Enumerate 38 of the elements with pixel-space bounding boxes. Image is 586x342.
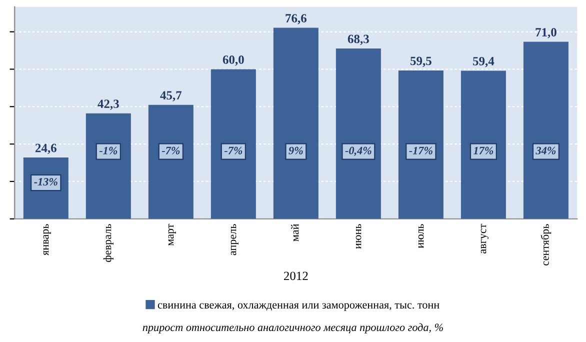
bar — [210, 69, 256, 219]
bar — [336, 48, 381, 219]
annotation: 9% — [288, 146, 303, 154]
legend-label: свинина свежая, охлажденная или замороженная, тыс. тонн — [158, 303, 440, 311]
x-tick-label: январь — [43, 224, 51, 256]
annotation: -7% — [224, 146, 242, 154]
x-tick-label: июнь — [356, 224, 362, 249]
x-tick-label: май — [290, 224, 299, 242]
data-label: 59,4 — [473, 56, 494, 68]
x-axis-title: 2012 — [284, 272, 308, 280]
annotation: 17% — [474, 146, 494, 154]
x-tick-label: апрель — [230, 224, 238, 256]
annotation: 34% — [536, 146, 556, 154]
bar — [460, 70, 506, 219]
data-label: 45,7 — [160, 91, 182, 102]
data-label: 60,0 — [222, 55, 244, 66]
x-tick-label: июль — [418, 224, 424, 248]
data-label: 68,3 — [348, 34, 369, 45]
annotation: -13% — [34, 178, 58, 186]
annotation: -17% — [409, 146, 432, 154]
x-tick-label: сентябрь — [540, 224, 552, 266]
bar — [86, 113, 131, 219]
annotation: -1% — [99, 146, 118, 154]
data-label: 59,5 — [410, 56, 432, 67]
bar — [398, 70, 444, 219]
data-label: 42,3 — [98, 100, 119, 110]
x-tick-label: август — [480, 224, 488, 254]
x-tick-label: февраль — [103, 224, 114, 262]
text: прирост относительно аналогичного месяца прошлого года, % — [142, 323, 443, 334]
data-label: 24,6 — [35, 144, 56, 154]
bar — [273, 28, 318, 219]
data-label: 71,0 — [536, 28, 556, 38]
x-tick-label: март — [168, 224, 176, 246]
annotation: -0,4% — [345, 146, 372, 156]
annotation: -7% — [162, 146, 180, 154]
bar — [523, 42, 568, 219]
data-label: 76,6 — [286, 14, 306, 24]
bar — [148, 104, 194, 219]
